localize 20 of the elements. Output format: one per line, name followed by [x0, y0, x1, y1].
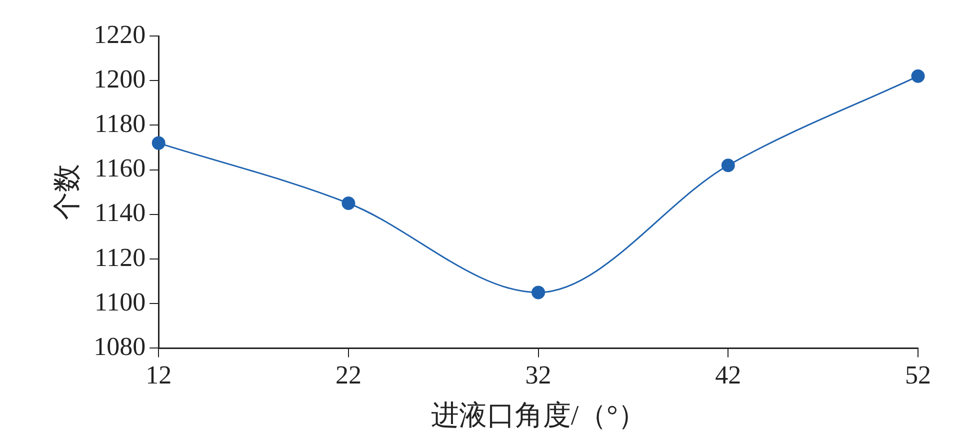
- x-tick-label: 42: [715, 360, 742, 390]
- x-tick-label: 22: [335, 360, 362, 390]
- x-tick-label: 12: [146, 360, 172, 390]
- point: [721, 158, 735, 172]
- y-tick-label: 1140: [94, 198, 146, 228]
- y-tick-label: 1200: [94, 64, 146, 94]
- y-tick-label: 1080: [94, 332, 146, 362]
- y-tick-label: 1120: [94, 242, 146, 272]
- y-tick-label: 1220: [94, 20, 146, 49]
- point: [152, 136, 166, 150]
- y-tick-label: 1100: [94, 287, 146, 316]
- x-tick-label: 52: [905, 360, 931, 390]
- point: [911, 69, 925, 83]
- y-tick-label: 1180: [94, 109, 146, 138]
- y-axis-title: 个数: [52, 164, 84, 220]
- x-axis-title: 进液口角度/（°）: [430, 400, 646, 432]
- y-tick-label: 1160: [94, 154, 146, 183]
- point: [342, 196, 356, 210]
- point: [532, 286, 546, 300]
- x-tick-label: 32: [525, 360, 552, 390]
